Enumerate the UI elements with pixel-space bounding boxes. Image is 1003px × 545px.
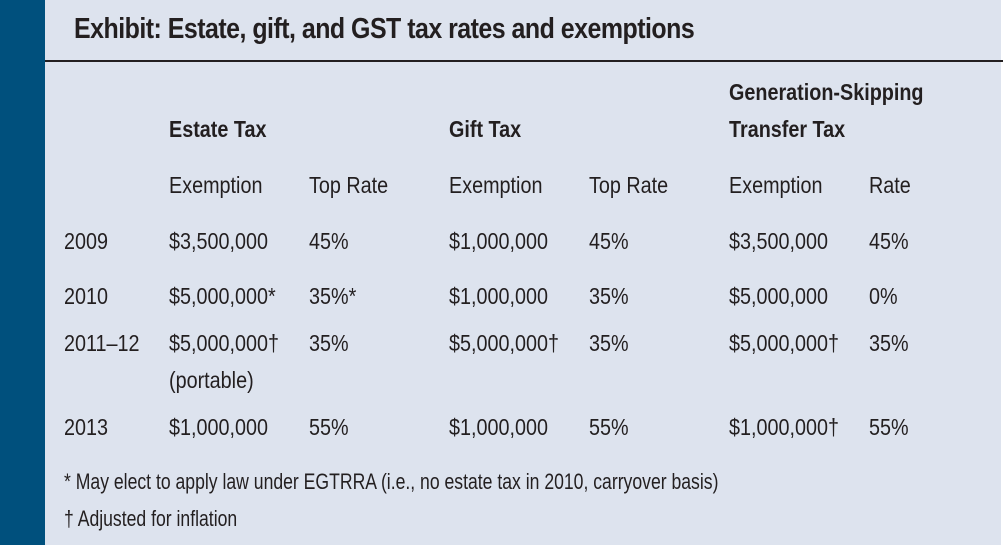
gst-exemption-cell: $5,000,000 [729, 283, 829, 309]
gst-exemption-cell: $1,000,000† [729, 414, 839, 440]
gift-rate-cell: 55% [589, 414, 629, 440]
gst-exemption-cell: $3,500,000 [729, 228, 829, 254]
gift-rate-cell: 35% [589, 330, 629, 356]
subheader-gst-exemption: Exemption [729, 172, 823, 198]
gst-rate-cell: 45% [869, 228, 909, 254]
group-header-gst-line1: Generation-Skipping [729, 79, 924, 105]
row-year: 2011–12 [64, 330, 140, 356]
gift-exemption-cell: $1,000,000 [449, 283, 549, 309]
estate-exemption-cell: $3,500,000 [169, 228, 269, 254]
gst-rate-cell: 35% [869, 330, 909, 356]
estate-rate-cell: 55% [309, 414, 349, 440]
gift-rate-cell: 45% [589, 228, 629, 254]
row-year: 2013 [64, 414, 109, 440]
subheader-gift-rate: Top Rate [589, 172, 669, 198]
subheader-gift-exemption: Exemption [449, 172, 543, 198]
group-header-gst-line2: Transfer Tax [729, 116, 846, 142]
subheader-gst-rate: Rate [869, 172, 911, 198]
exhibit-title: Exhibit: Estate, gift, and GST tax rates… [74, 13, 695, 45]
title-divider [45, 60, 1003, 62]
subheader-estate-exemption: Exemption [169, 172, 263, 198]
footnote-dagger: † Adjusted for inflation [64, 506, 238, 531]
group-header-gift: Gift Tax [449, 116, 522, 142]
row-year: 2009 [64, 228, 109, 254]
group-header-estate: Estate Tax [169, 116, 267, 142]
estate-exemption-cell: $5,000,000* [169, 283, 276, 309]
estate-rate-cell: 45% [309, 228, 349, 254]
gift-rate-cell: 35% [589, 283, 629, 309]
estate-rate-cell: 35%* [309, 283, 357, 309]
estate-exemption-cell: $1,000,000 [169, 414, 269, 440]
subheader-estate-rate: Top Rate [309, 172, 389, 198]
gst-rate-cell: 55% [869, 414, 909, 440]
gst-exemption-cell: $5,000,000† [729, 330, 839, 356]
gift-exemption-cell: $1,000,000 [449, 228, 549, 254]
gift-exemption-cell: $5,000,000† [449, 330, 559, 356]
estate-exemption-cell: $5,000,000† [169, 330, 279, 356]
estate-rate-cell: 35% [309, 330, 349, 356]
estate-exemption-note: (portable) [169, 367, 254, 393]
row-year: 2010 [64, 283, 109, 309]
gift-exemption-cell: $1,000,000 [449, 414, 549, 440]
sidebar-accent-bar [0, 0, 45, 545]
gst-rate-cell: 0% [869, 283, 898, 309]
footnote-asterisk: * May elect to apply law under EGTRRA (i… [64, 469, 719, 494]
